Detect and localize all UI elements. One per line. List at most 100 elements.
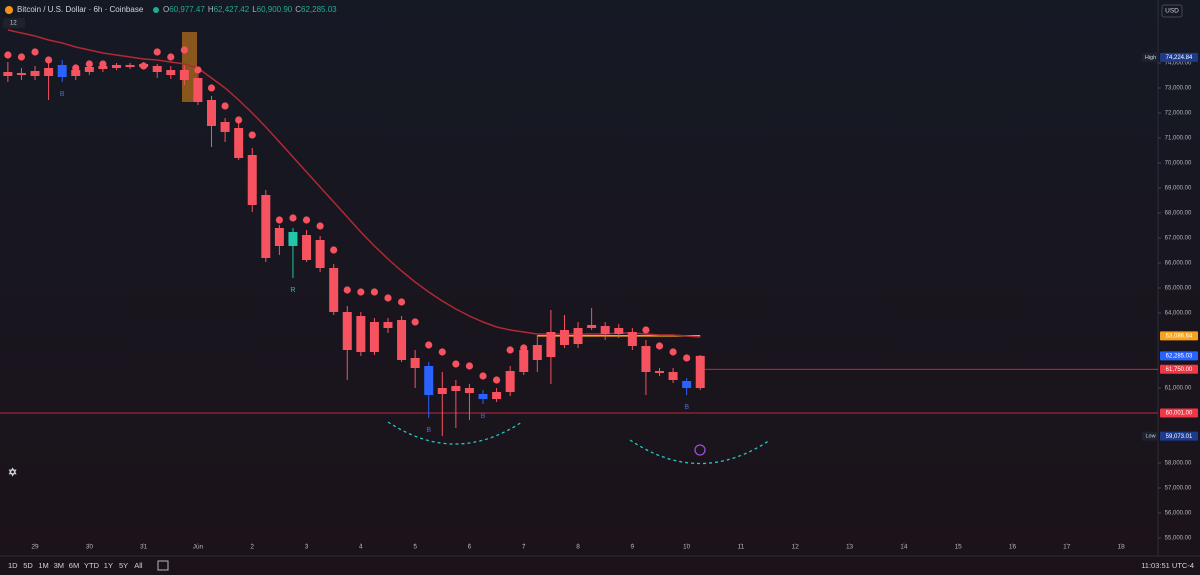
candle-body <box>261 195 271 258</box>
range-button[interactable]: 1Y <box>104 561 113 570</box>
ohlc-value: 62,427.42 <box>214 5 250 14</box>
candle-body <box>627 332 637 346</box>
signal-label: B <box>684 404 689 411</box>
x-tick-label: 7 <box>522 544 526 551</box>
price-tag <box>1160 351 1198 361</box>
ohlc-label: O <box>163 5 169 14</box>
x-tick-label: 16 <box>1009 544 1017 551</box>
signal-dot <box>384 294 392 302</box>
x-tick-label: 4 <box>359 544 363 551</box>
y-tick-label: 71,000.00 <box>1165 136 1192 142</box>
ohlc-legend: O60,977.47 H62,427.42 L60,900.90 C62,285.03 <box>163 5 337 14</box>
y-tick-label: 64,000.00 <box>1165 311 1192 317</box>
candle-body <box>505 371 515 392</box>
range-button[interactable]: 5D <box>23 561 33 570</box>
candle-body <box>641 346 651 372</box>
signal-label: B <box>481 413 486 420</box>
date-range-icon[interactable] <box>157 560 169 571</box>
candle-body <box>437 388 447 394</box>
candle-body <box>274 228 284 246</box>
range-button[interactable]: 3M <box>54 561 64 570</box>
logo: ✡ <box>8 467 17 479</box>
candle-body <box>234 128 244 158</box>
signal-dot <box>465 362 474 370</box>
badge-text: 12 <box>10 21 17 27</box>
ohlc-value: 62,285.03 <box>301 5 337 14</box>
signal-dot <box>45 56 53 64</box>
price-tag <box>1160 431 1198 441</box>
candle-body <box>464 388 474 393</box>
ohlc-label: H <box>208 5 214 14</box>
x-tick-label: 6 <box>468 544 472 551</box>
range-button[interactable]: All <box>134 561 143 570</box>
range-button[interactable]: 5Y <box>119 561 128 570</box>
x-tick-label: 29 <box>31 544 39 551</box>
candle-body <box>546 332 556 357</box>
candle-body <box>587 325 597 328</box>
y-tick-label: 61,000.00 <box>1165 386 1192 392</box>
signal-dot <box>180 46 188 54</box>
signal-dot <box>492 376 501 384</box>
y-tick-label: 58,000.00 <box>1165 461 1192 467</box>
range-button[interactable]: 1M <box>38 561 48 570</box>
replay-icon[interactable] <box>694 444 706 456</box>
price-tag-caption: High <box>1145 55 1156 61</box>
price-tag-caption-box <box>1142 52 1159 62</box>
signal-dot <box>207 84 216 92</box>
price-tag <box>1160 408 1198 418</box>
signal-dot <box>4 51 12 59</box>
price-tag-label: 62,285.03 <box>1166 353 1193 359</box>
signal-dot <box>452 360 460 368</box>
candle-body <box>288 232 298 246</box>
candle-body <box>519 350 529 372</box>
candle-body <box>383 322 393 328</box>
candle-body <box>573 328 583 344</box>
signal-dot <box>330 246 338 254</box>
ohlc-value: 60,900.90 <box>257 5 293 14</box>
signal-label: B <box>60 91 65 98</box>
x-tick-label: 13 <box>846 544 854 551</box>
price-tag-label: 63,086.64 <box>1166 333 1193 339</box>
signal-dot <box>194 66 202 74</box>
currency-box[interactable] <box>1161 4 1183 18</box>
signal-dot <box>221 102 229 110</box>
ohlc-label: L <box>252 5 257 14</box>
ohlc-value: 60,977.47 <box>169 5 205 14</box>
candle-body <box>125 65 135 67</box>
candle-body <box>695 355 705 388</box>
candle-body <box>44 68 54 76</box>
x-tick-label: Jun <box>193 544 204 551</box>
price-tag <box>1160 331 1198 341</box>
y-tick-label: 65,000.00 <box>1165 286 1192 292</box>
range-button[interactable]: 1D <box>8 561 18 570</box>
candle-body <box>57 65 67 77</box>
range-button[interactable]: 6M <box>69 561 79 570</box>
candle-body <box>478 394 488 399</box>
pattern-arc <box>629 439 771 465</box>
candle-body <box>247 155 257 205</box>
range-button[interactable]: YTD <box>84 561 100 570</box>
candle-body <box>410 358 420 368</box>
signal-dot <box>370 288 379 296</box>
x-tick-label: 18 <box>1117 544 1125 551</box>
candle-body <box>166 70 176 75</box>
candle-body <box>193 78 203 102</box>
x-tick-label: 9 <box>631 544 635 551</box>
signal-dot <box>275 216 283 224</box>
signal-dot <box>153 48 161 56</box>
price-tag <box>1160 364 1198 374</box>
signal-dot <box>235 116 243 124</box>
price-tag-label: 74,224.84 <box>1166 55 1193 61</box>
candle-body <box>30 71 40 76</box>
y-tick-label: 56,000.00 <box>1165 511 1192 517</box>
signal-dot <box>397 298 406 306</box>
symbol-title: Bitcoin / U.S. Dollar · 6h · Coinbase <box>17 5 144 14</box>
y-tick-label: 68,000.00 <box>1165 211 1192 217</box>
signal-dot <box>411 318 419 326</box>
signal-dot <box>642 326 650 334</box>
signal-dot <box>655 342 664 350</box>
candle-body <box>152 66 162 72</box>
badge[interactable] <box>3 18 25 28</box>
